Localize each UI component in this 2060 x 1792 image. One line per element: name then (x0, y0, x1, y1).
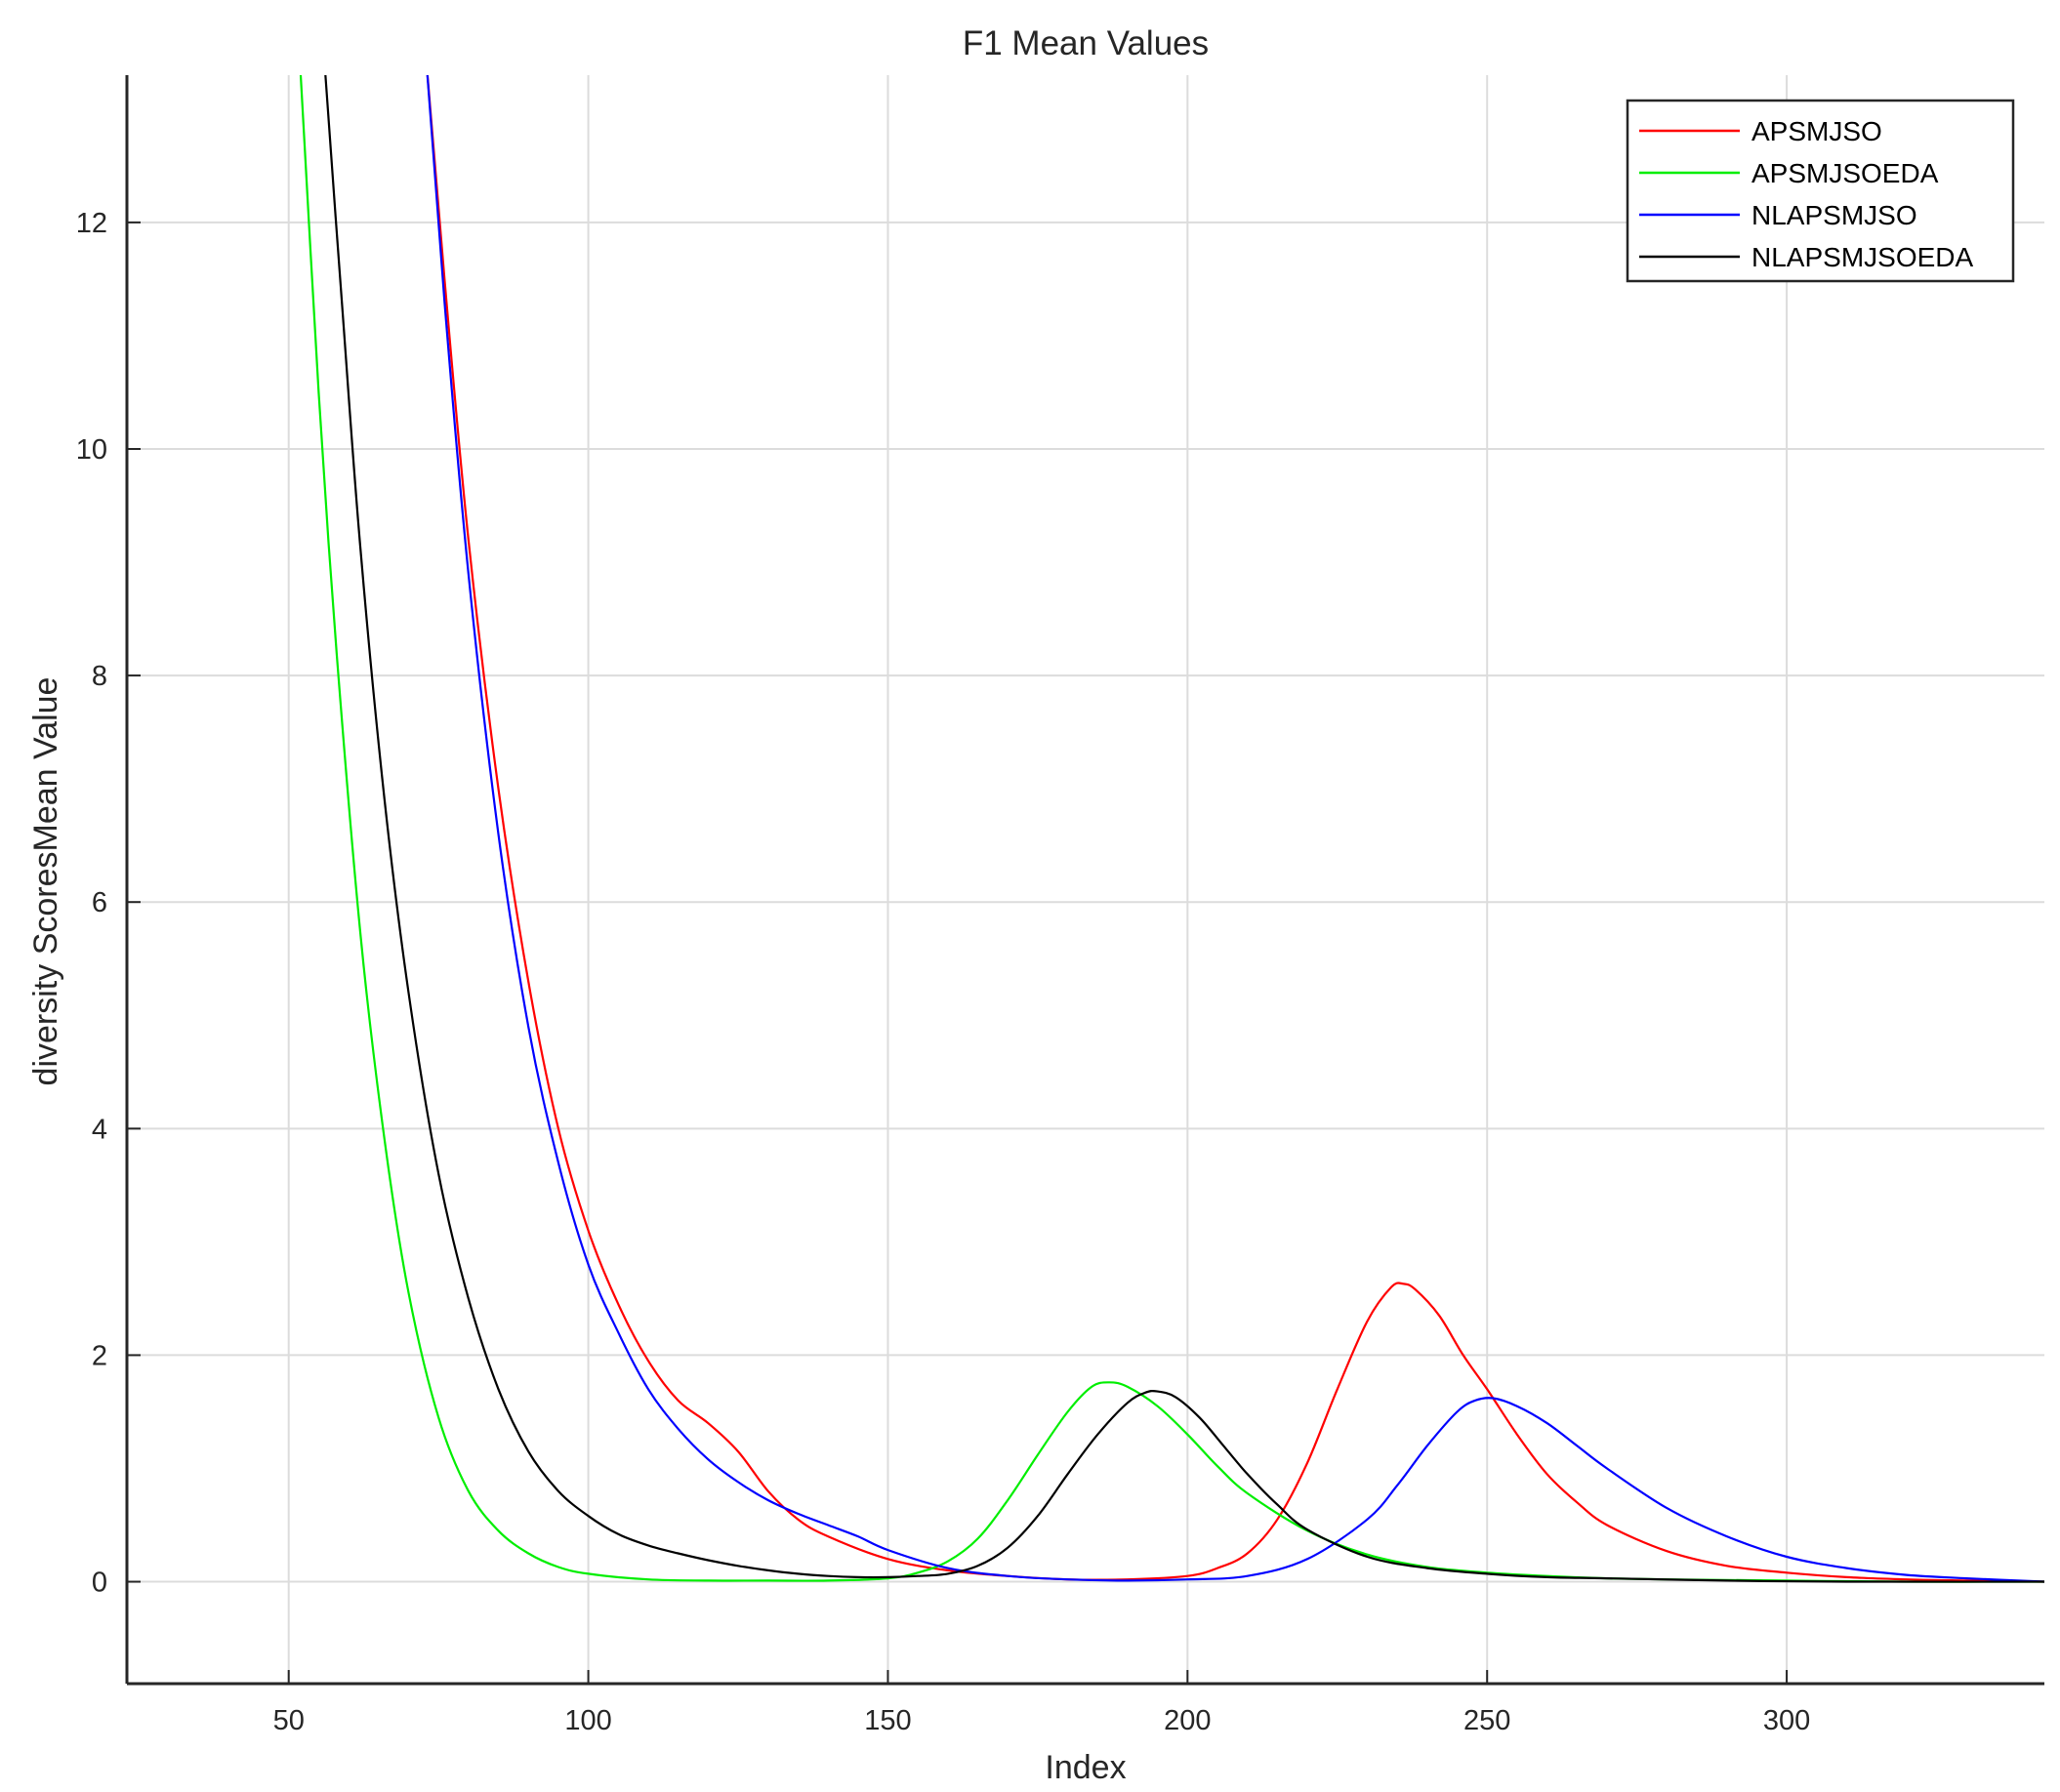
chart-title: F1 Mean Values (963, 24, 1209, 62)
series-line-nlapsmjsoeda (324, 75, 2044, 1583)
y-tick-label: 12 (76, 208, 107, 239)
x-tick-label: 100 (564, 1705, 611, 1736)
y-tick-label: 8 (92, 661, 107, 692)
series-lines (299, 75, 2044, 1583)
legend-label: NLAPSMJSOEDA (1751, 242, 1973, 272)
x-tick-label: 150 (864, 1705, 911, 1736)
y-tick-label: 0 (92, 1568, 107, 1599)
x-tick-label: 200 (1164, 1705, 1211, 1736)
y-tick-label: 2 (92, 1340, 107, 1371)
x-axis-label: Index (1045, 1749, 1126, 1786)
x-tick-label: 300 (1763, 1705, 1810, 1736)
grid (127, 75, 2044, 1684)
series-line-nlapsmjso (426, 75, 2044, 1583)
y-axis-label: diversity ScoresMean Value (27, 677, 64, 1086)
legend-label: NLAPSMJSO (1751, 200, 1917, 230)
y-tick-label: 6 (92, 887, 107, 918)
y-tick-label: 4 (92, 1114, 107, 1145)
legend-label: APSMJSO (1751, 116, 1882, 146)
legend: APSMJSO APSMJSOEDA NLAPSMJSO NLAPSMJSOEDA (1626, 99, 2015, 283)
legend-label: APSMJSOEDA (1751, 158, 1939, 188)
x-tick-label: 50 (273, 1705, 305, 1736)
y-tick-label: 10 (76, 434, 107, 466)
axes: 50 100 150 200 250 300 0 2 4 6 8 10 12 (76, 75, 2044, 1736)
x-tick-label: 250 (1463, 1705, 1510, 1736)
